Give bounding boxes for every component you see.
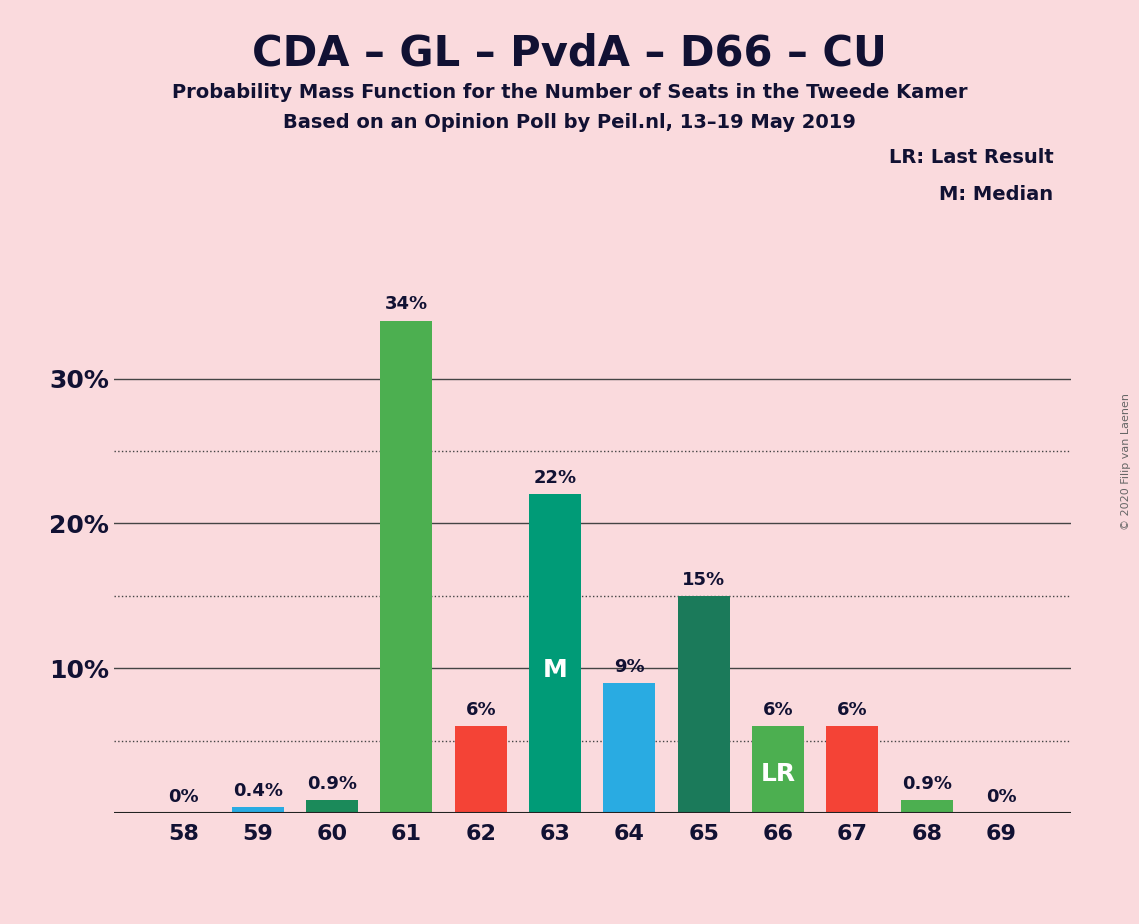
Text: 0.9%: 0.9% [902,775,952,793]
Text: LR: LR [761,762,796,786]
Text: 0.9%: 0.9% [308,775,358,793]
Text: 0.4%: 0.4% [232,782,282,800]
Bar [901,800,953,813]
Text: 6%: 6% [763,701,794,719]
Text: M: Median: M: Median [940,185,1054,204]
Text: M: M [543,658,567,682]
Text: 22%: 22% [533,469,576,487]
Bar [827,726,878,813]
Bar [231,808,284,813]
Bar [306,800,358,813]
Text: 6%: 6% [466,701,497,719]
Text: 9%: 9% [614,658,645,675]
Text: 0%: 0% [169,788,198,806]
Text: 0%: 0% [986,788,1016,806]
Bar [752,726,804,813]
Text: 34%: 34% [385,296,428,313]
Bar [604,683,655,813]
Bar [380,321,433,813]
Text: 6%: 6% [837,701,868,719]
Text: © 2020 Filip van Laenen: © 2020 Filip van Laenen [1121,394,1131,530]
Text: CDA – GL – PvdA – D66 – CU: CDA – GL – PvdA – D66 – CU [252,32,887,74]
Bar [454,726,507,813]
Text: Probability Mass Function for the Number of Seats in the Tweede Kamer: Probability Mass Function for the Number… [172,83,967,103]
Bar [530,494,581,813]
Bar [678,596,730,813]
Text: Based on an Opinion Poll by Peil.nl, 13–19 May 2019: Based on an Opinion Poll by Peil.nl, 13–… [284,113,855,132]
Text: LR: Last Result: LR: Last Result [888,148,1054,167]
Text: 15%: 15% [682,571,726,589]
